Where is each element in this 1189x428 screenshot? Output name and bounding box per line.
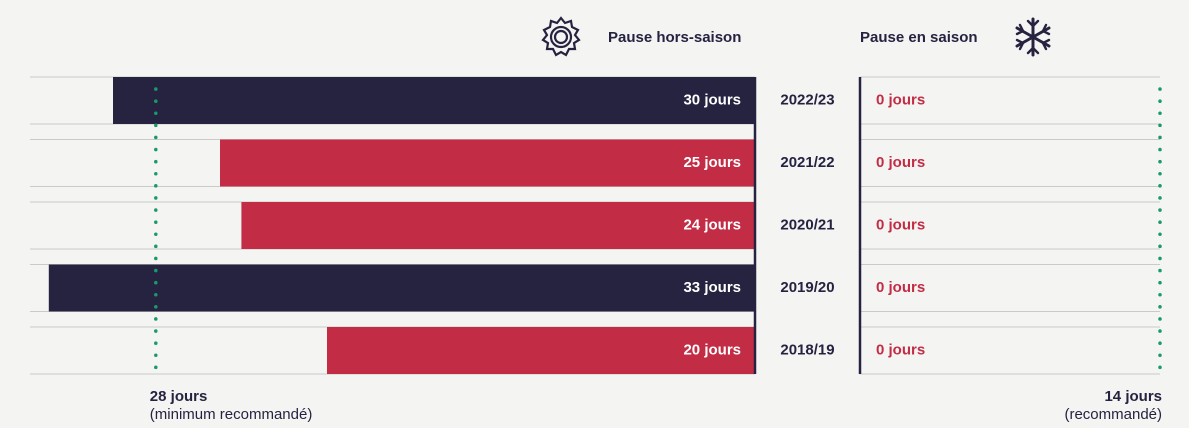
annotation-label: 14 jours — [1104, 388, 1162, 405]
value-label: 20 jours — [683, 341, 741, 358]
sun-icon — [541, 16, 581, 57]
value-label: 33 jours — [683, 279, 741, 296]
value-label: 30 jours — [683, 91, 741, 108]
value-label: 24 jours — [683, 216, 741, 233]
category-label: 2020/21 — [780, 216, 834, 233]
value-label: 0 jours — [876, 216, 925, 233]
annotation-label: 28 jours — [150, 388, 208, 405]
bar — [327, 327, 755, 374]
category-label: 2021/22 — [780, 154, 834, 171]
bar — [241, 202, 755, 249]
value-label: 25 jours — [683, 154, 741, 171]
snowflake-icon — [1015, 17, 1051, 57]
value-label: 0 jours — [876, 341, 925, 358]
legend-label: Pause en saison — [860, 29, 978, 46]
value-label: 0 jours — [876, 279, 925, 296]
value-label: 0 jours — [876, 91, 925, 108]
category-label: 2022/23 — [780, 91, 834, 108]
annotation-note: (recommandé) — [1064, 406, 1162, 423]
bar — [220, 139, 755, 187]
legend-label: Pause hors-saison — [608, 29, 741, 46]
bar — [113, 77, 755, 124]
annotation-note: (minimum recommandé) — [150, 406, 313, 423]
category-label: 2019/20 — [780, 279, 834, 296]
category-label: 2018/19 — [780, 341, 834, 358]
bar — [48, 264, 756, 312]
value-label: 0 jours — [876, 154, 925, 171]
